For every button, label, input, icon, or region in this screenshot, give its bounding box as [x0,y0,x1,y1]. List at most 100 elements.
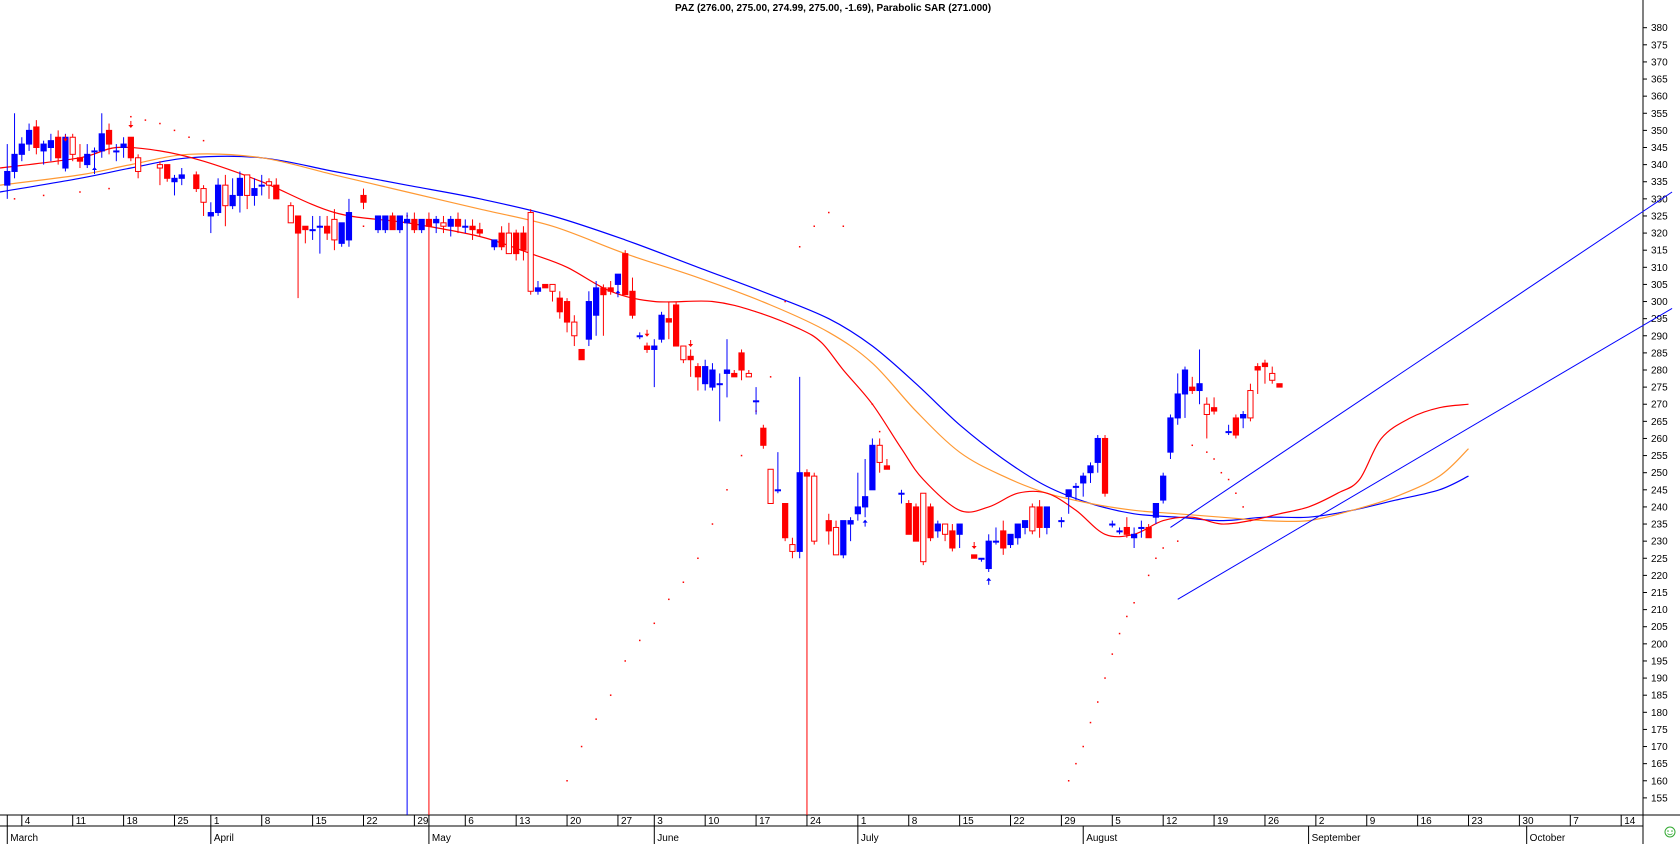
y-tick-label: 335 [1651,177,1668,188]
x-tick-label: 22 [1014,816,1026,827]
x-tick-label: 29 [1064,816,1076,827]
sar-dot [682,581,685,583]
candle-body [1087,465,1094,474]
candle-body [287,205,294,224]
sar-dot [769,376,772,378]
candle [1087,462,1094,483]
candle-body [1254,366,1261,371]
candle-body [622,253,629,296]
y-tick-label: 235 [1651,520,1668,531]
x-tick-label: 15 [316,816,328,827]
candle-body [1036,506,1043,528]
chart-title: PAZ (276.00, 275.00, 274.99, 275.00, -1.… [675,3,991,14]
x-tick-label: 2 [1319,816,1325,827]
candle [513,229,520,261]
candle-body [709,369,716,388]
sar-dot [828,211,830,214]
candle-body [1021,520,1029,528]
candle-body [193,174,200,190]
x-tick-label: 26 [1268,816,1280,827]
y-tick-label: 265 [1651,417,1668,428]
x-tick-label: 13 [519,816,531,827]
candle [1276,383,1283,388]
candle [164,164,171,182]
candle-body [1058,520,1065,523]
candle-body [934,523,941,532]
candle [462,219,469,234]
candle-body [302,225,309,231]
candle [847,517,854,542]
candle [1116,527,1123,535]
candle-body [680,345,687,361]
candle-body [665,318,672,323]
candle [1210,397,1218,415]
candle-body [949,530,956,549]
sar-dot [1249,519,1252,522]
candle-body [1247,390,1254,419]
candle-body [643,345,651,350]
sar-dot [202,139,205,142]
candle [345,198,353,247]
sar-dot [1176,540,1179,542]
candle-body [76,157,84,162]
candle-body [425,218,433,227]
candle [1021,520,1029,535]
candle [672,301,680,347]
candle [120,137,127,158]
arrow-head [106,142,112,146]
sar-dot [1097,701,1099,703]
candle-body [316,225,323,228]
sar-dot [1147,574,1150,577]
x-tick-label: 20 [570,816,582,827]
candle [135,154,142,179]
arrow-head [862,519,868,523]
candle [505,222,513,255]
candle [440,215,447,234]
candle-body [847,520,854,525]
x-tick-label: 3 [657,816,663,827]
arrow-head [4,177,10,181]
candle [687,349,694,377]
candle [571,315,578,347]
candle [978,557,985,562]
x-tick-label: 1 [861,816,867,827]
x-tick-label: 5 [1115,816,1121,827]
sar-dot [624,660,626,662]
candle-body [505,232,513,255]
candle [883,459,891,470]
x-tick-label: 14 [1624,816,1636,827]
candle [542,283,549,289]
y-tick-label: 290 [1651,331,1668,342]
y-tick-label: 270 [1651,400,1668,411]
candle [1261,359,1269,384]
candle [1167,414,1174,459]
candle-body [25,129,33,145]
sar-dot [609,694,612,696]
sell-arrow-icon [971,542,977,549]
candle [869,438,876,491]
candle [1036,500,1043,538]
sar-dot [1162,547,1164,549]
candle [47,133,55,162]
candle [803,469,811,815]
candle [527,209,534,295]
candle-body [454,218,462,227]
channel-upper-line [1170,191,1673,528]
candle-body [1189,386,1196,392]
candle-body [1123,526,1130,535]
candle-body [433,218,440,224]
candle [971,554,978,559]
candle [33,120,40,155]
candle [767,468,774,504]
sar-dot [1227,478,1230,481]
candle-body [513,232,520,255]
candle [1109,520,1116,528]
candle-body [556,297,563,313]
candle [651,339,658,388]
candle [11,113,18,179]
candle-body [207,212,214,217]
candle [578,348,585,361]
sar-dot [595,718,597,720]
y-tick-label: 345 [1651,143,1668,154]
x-tick-label: 29 [417,816,429,827]
